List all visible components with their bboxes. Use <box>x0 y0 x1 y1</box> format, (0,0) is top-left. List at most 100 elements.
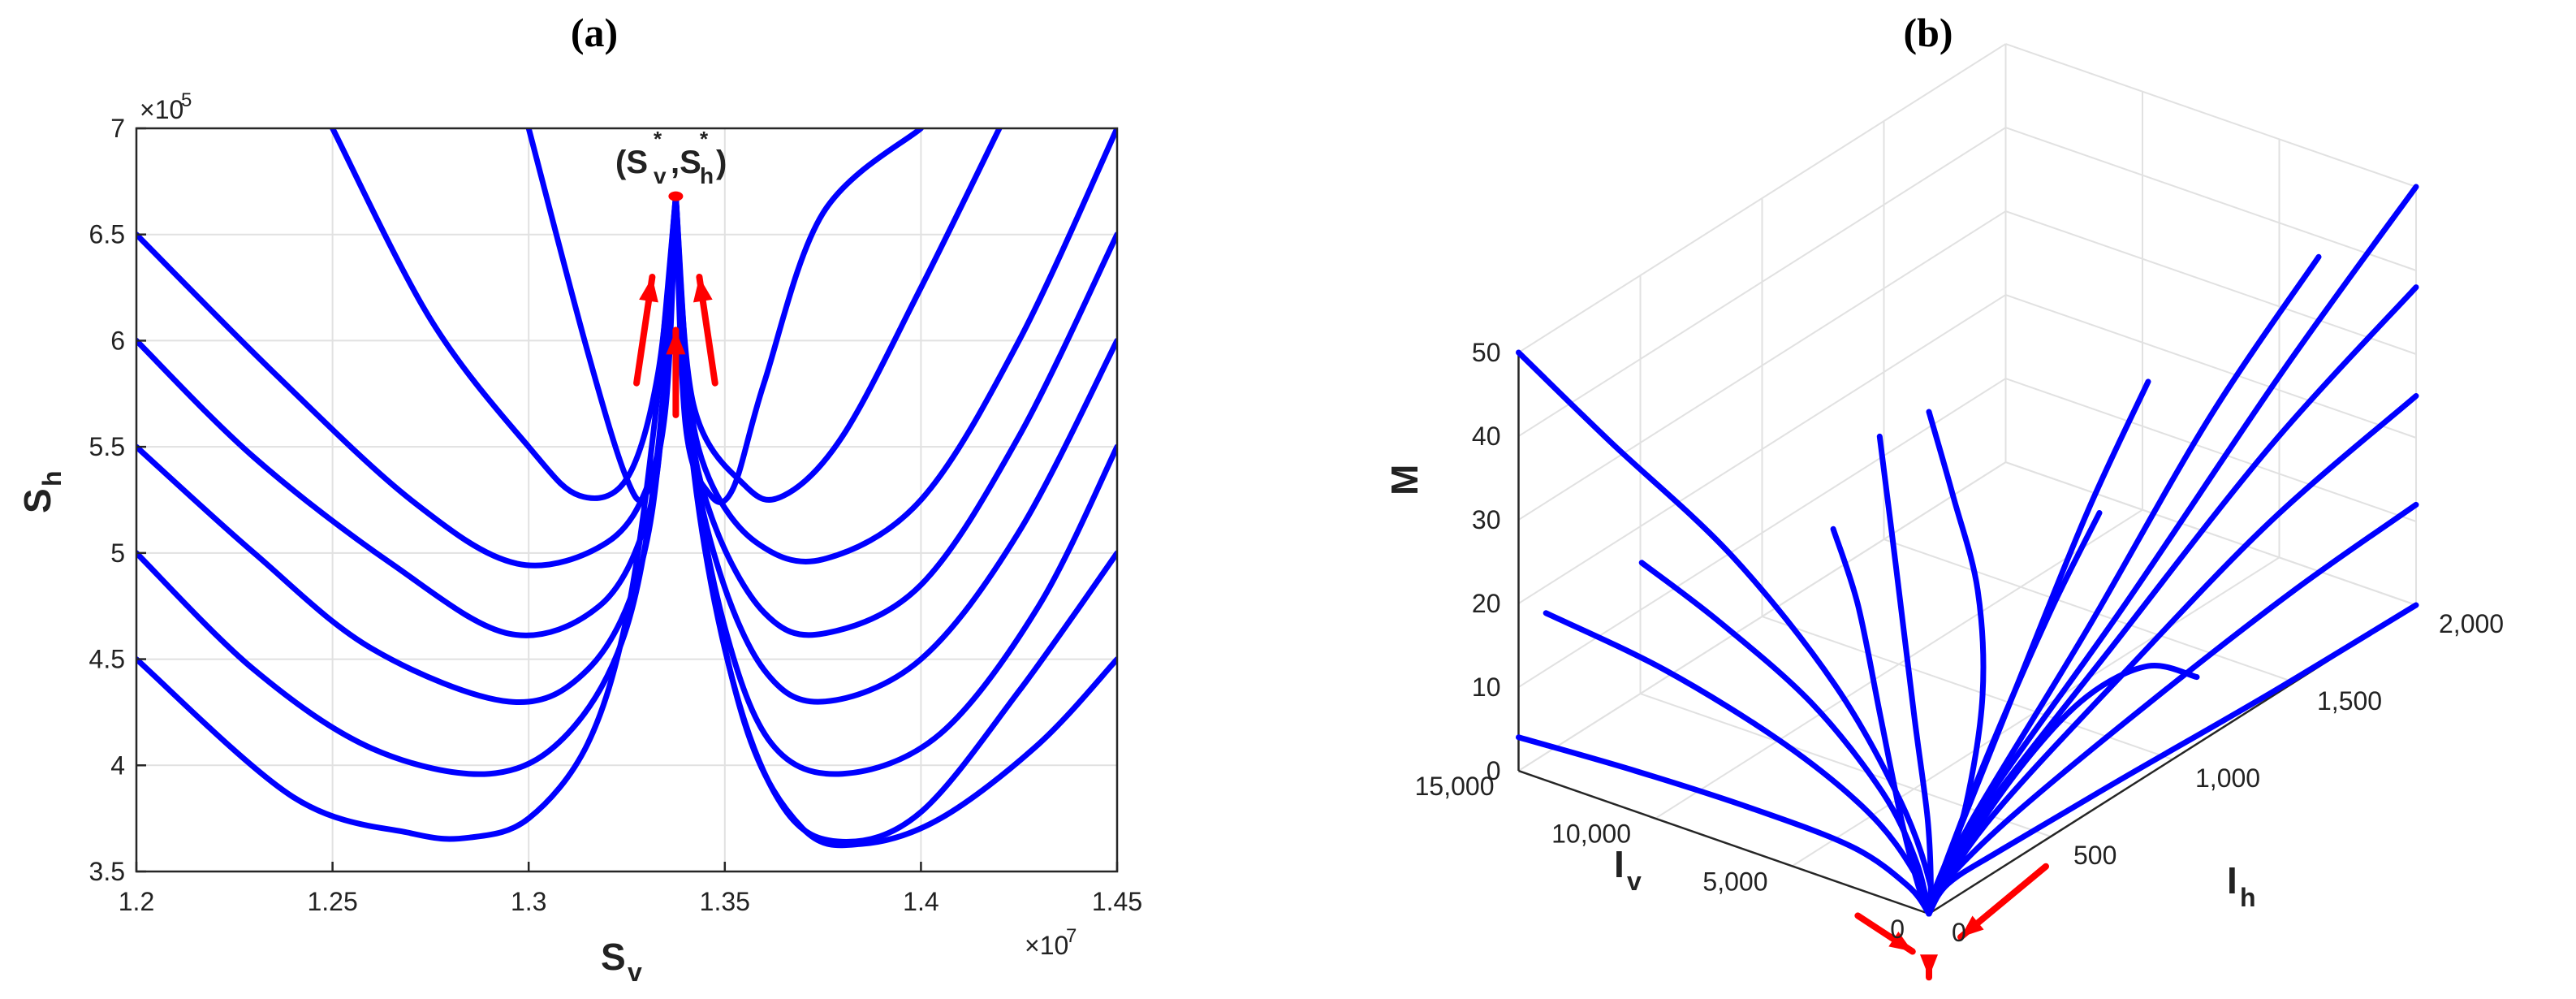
trajectory-line <box>1516 734 1932 917</box>
ih-tick-label: 0 <box>1952 918 1966 947</box>
equilibrium-label: (S * v ,S * h ) <box>615 127 727 188</box>
ih-tick-label: 1,500 <box>2317 686 2382 716</box>
trajectory-line <box>1926 602 2419 917</box>
panel-a-x-exponent: ×10 7 <box>1025 925 1077 960</box>
y-exponent-power: 5 <box>181 89 192 111</box>
panel-a-line-chart: (a) 1.2 1.25 1.3 1.35 1.4 1.45 3.5 4 4.5 5 5.5 6 6.5… <box>16 10 1142 987</box>
m-tick-label: 50 <box>1472 338 1501 367</box>
x-tick-label: 1.2 <box>119 887 154 916</box>
floor-gridline <box>1762 616 2173 760</box>
trajectory-line <box>1926 393 2419 917</box>
panel-b-ih-axis-title: I h <box>2227 859 2256 912</box>
direction-arrow-head <box>1888 931 1913 952</box>
trajectory-line <box>136 193 679 638</box>
plot-frame <box>135 127 1119 873</box>
x-tick-label: 1.35 <box>700 887 750 916</box>
equilibrium-label-comma-s: ,S <box>671 145 701 180</box>
panel-a-arrows <box>633 274 718 418</box>
y-exponent-base: ×10 <box>140 95 183 124</box>
direction-arrow-head <box>1920 954 1938 978</box>
iv-axis-title: I <box>1614 843 1625 885</box>
z-axis-title: M <box>1383 465 1426 495</box>
panel-b-iv-axis-title: I v <box>1614 843 1642 896</box>
m-tick-label: 0 <box>1486 756 1501 785</box>
panel-b-label: (b) <box>1903 10 1952 55</box>
trajectory-line <box>136 193 679 777</box>
y-tick-label: 6.5 <box>89 220 125 249</box>
equilibrium-label-close: ) <box>716 145 727 180</box>
wall-gridline <box>2005 127 2417 271</box>
y-axis-title: S <box>16 488 58 513</box>
panel-a-y-exponent: ×10 5 <box>140 89 192 124</box>
y-tick-label: 5.5 <box>89 432 125 461</box>
trajectory-line <box>672 193 1117 845</box>
wall-gridline <box>1517 294 2007 604</box>
panel-b-arrows <box>1854 863 2049 981</box>
trajectory-line <box>1830 525 1932 917</box>
wall-gridline <box>2005 294 2417 439</box>
iv-tick-label: 5,000 <box>1702 867 1767 896</box>
x-tick-label: 1.4 <box>903 887 938 916</box>
equilibrium-label-sub-h: h <box>700 163 714 188</box>
panel-a-axes: 1.2 1.25 1.3 1.35 1.4 1.45 3.5 4 4.5 5 5.5 6 6.5 7 <box>89 114 1143 916</box>
wall-gridline <box>2005 210 2417 355</box>
x-tick-label: 1.45 <box>1092 887 1142 916</box>
m-tick-label: 40 <box>1472 422 1501 451</box>
panel-a-x-axis-title: S v <box>601 936 642 987</box>
y-axis-title-sub: h <box>37 470 67 487</box>
wall-gridline <box>2005 43 2417 188</box>
iv-tick-label: 15,000 <box>1415 772 1495 801</box>
ih-axis-title-sub: h <box>2240 883 2256 912</box>
y-tick-label: 6 <box>110 326 125 355</box>
direction-arrow-head <box>1961 915 1984 937</box>
trajectory-line <box>1516 349 1935 917</box>
trajectory-line <box>330 128 679 501</box>
wall-gridline <box>1517 127 2007 437</box>
trajectory-line <box>1926 409 1987 917</box>
equilibrium-label-sub-v: v <box>654 163 667 188</box>
equilibrium-label-star-v: * <box>654 127 662 151</box>
y-tick-label: 4 <box>110 750 125 780</box>
y-tick-label: 5 <box>110 538 125 568</box>
wall-gridline <box>2005 461 2417 606</box>
x-tick-label: 1.3 <box>511 887 546 916</box>
wall-gridline <box>1517 461 2007 772</box>
y-tick-label: 4.5 <box>89 645 125 674</box>
m-tick-label: 30 <box>1472 505 1501 534</box>
panel-a-trajectories <box>136 128 1117 849</box>
iv-axis-title-sub: v <box>1627 867 1642 896</box>
floor-gridline <box>1883 538 2295 683</box>
ih-axis-title: I <box>2227 859 2237 902</box>
y-tick-label: 3.5 <box>89 857 125 886</box>
m-tick-label: 10 <box>1472 672 1501 702</box>
panel-b-3d-chart: (b) 0102030405005,00010,00015,00005001,0… <box>1383 10 2504 981</box>
ih-tick-label: 500 <box>2073 841 2116 870</box>
wall-gridline <box>1517 43 2007 353</box>
iv-tick-label: 0 <box>1890 915 1905 944</box>
direction-arrow-head <box>693 277 713 303</box>
panel-b-ticks: 0102030405005,00010,00015,00005001,0001,… <box>1415 338 2504 947</box>
panel-a-label: (a) <box>571 10 618 55</box>
trajectory-line <box>1638 560 1932 917</box>
trajectory-line <box>672 193 1117 849</box>
y-tick-label: 7 <box>110 114 125 143</box>
trajectory-line <box>525 128 679 504</box>
equilibrium-point <box>668 191 684 201</box>
trajectory-line <box>672 128 1117 564</box>
panel-b-grid <box>1517 43 2417 915</box>
x-exponent-power: 7 <box>1066 925 1077 947</box>
x-tick-label: 1.25 <box>307 887 357 916</box>
trajectory-line <box>672 128 924 505</box>
panel-a-y-axis-title: S h <box>16 470 67 513</box>
panel-b-trajectories <box>1516 184 2419 917</box>
iv-axis-line <box>1518 769 1930 915</box>
ih-tick-label: 1,000 <box>2195 763 2260 793</box>
trajectory-line <box>136 193 679 842</box>
direction-arrow-head <box>639 277 658 303</box>
x-axis-title-sub: v <box>628 958 642 987</box>
iv-tick-label: 10,000 <box>1551 820 1631 849</box>
x-axis-title: S <box>601 936 626 978</box>
panel-b-z-axis-title: M <box>1383 465 1426 495</box>
trajectory-line <box>1876 433 1934 917</box>
